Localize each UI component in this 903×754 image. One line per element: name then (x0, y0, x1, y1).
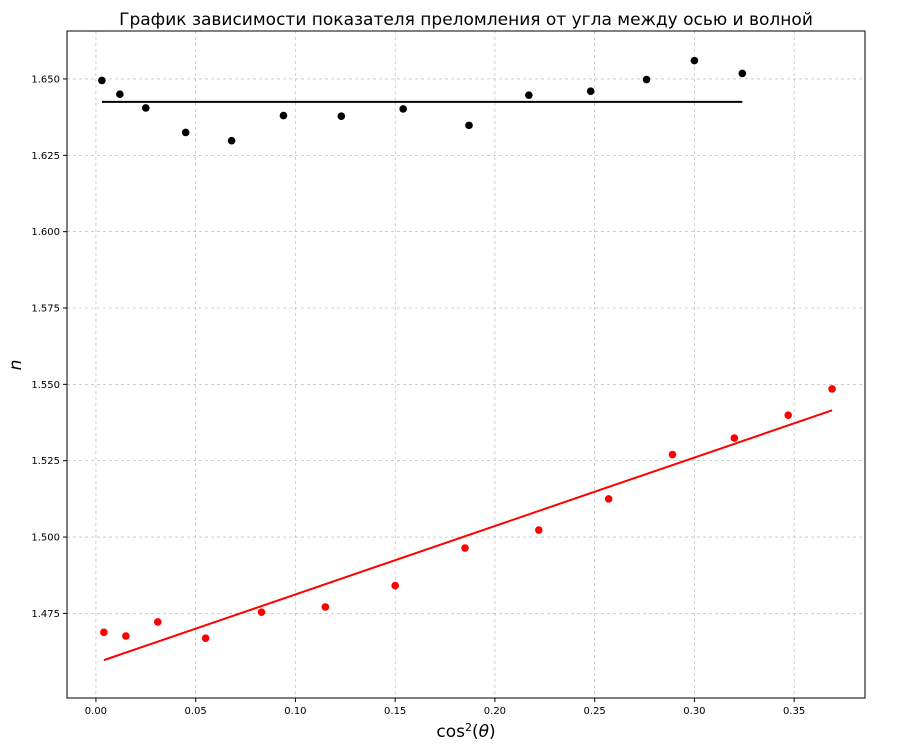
data-point (738, 69, 747, 78)
x-tick-label: 0.15 (384, 706, 406, 717)
data-point (690, 56, 699, 65)
data-point (201, 634, 210, 642)
grid (67, 31, 865, 698)
data-point (116, 90, 124, 99)
data-point (337, 112, 346, 121)
data-point (525, 91, 533, 99)
ticks: 0.00 0.05 0.10 0.15 0.20 0.25 0.30 0.35 1.475 1.5… (31, 74, 805, 717)
x-tick-label: 0.35 (783, 706, 805, 717)
data-point (279, 111, 288, 120)
data-point (153, 618, 162, 626)
x-tick-label: 0.05 (185, 706, 207, 717)
y-axis-label: n (6, 360, 26, 371)
data-point (465, 121, 473, 130)
data-point (122, 632, 130, 640)
y-tick-label: 1.650 (31, 74, 60, 85)
data-point (257, 608, 266, 616)
data-point (604, 495, 613, 503)
y-tick-label: 1.625 (31, 151, 60, 162)
data-point (730, 434, 739, 442)
x-tick-label: 0.25 (584, 706, 606, 717)
y-tick-label: 1.550 (31, 380, 60, 391)
data-point (535, 526, 543, 534)
data-point (461, 544, 469, 552)
y-tick-label: 1.525 (31, 456, 60, 467)
data-point (642, 75, 651, 84)
data-point (668, 450, 677, 459)
data-point (321, 603, 330, 611)
x-tick-label: 0.30 (683, 706, 705, 717)
x-tick-label: 0.20 (484, 706, 506, 717)
x-axis-label: cos2(θ) (436, 721, 495, 743)
y-tick-label: 1.575 (31, 304, 60, 315)
fit-line (103, 409, 833, 662)
data-point (181, 128, 190, 137)
data-point (391, 581, 399, 590)
x-tick-label: 0.10 (284, 706, 306, 717)
axes-frame (66, 30, 866, 699)
data-point (98, 76, 106, 85)
data-point (586, 87, 595, 95)
data-point (399, 105, 407, 113)
data-point (784, 411, 792, 419)
chart-title: График зависимости показателя преломлени… (119, 10, 813, 30)
data-point (828, 385, 836, 393)
x-tick-label: 0.00 (85, 706, 107, 717)
data-points (98, 56, 836, 642)
y-tick-label: 1.600 (31, 227, 60, 238)
data-point (227, 136, 236, 145)
data-point (142, 104, 150, 112)
y-tick-label: 1.500 (31, 533, 60, 544)
fit-lines (101, 100, 833, 662)
data-point (100, 628, 108, 637)
y-tick-label: 1.475 (31, 609, 60, 620)
